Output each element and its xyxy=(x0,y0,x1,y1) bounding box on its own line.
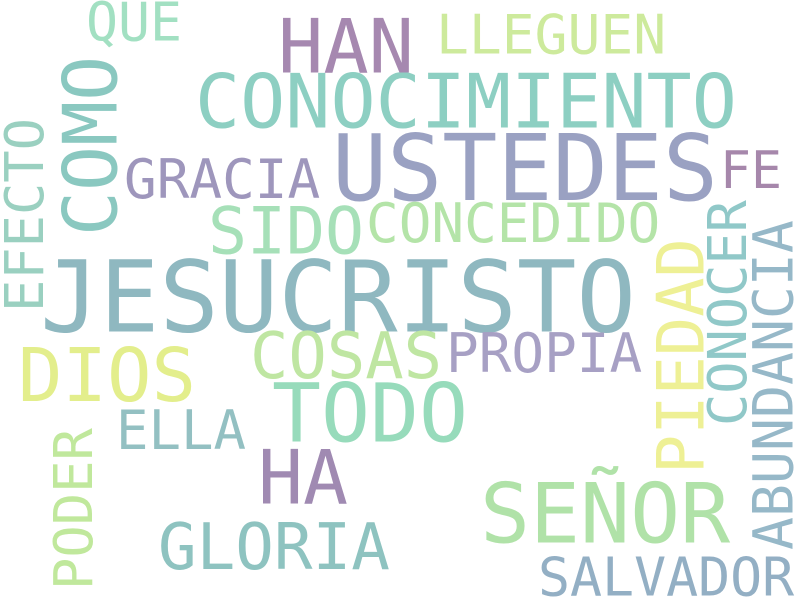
word-gloria: GLORIA xyxy=(158,510,390,585)
word-todo: TODO xyxy=(272,366,469,462)
word-abundancia: ABUNDANCIA xyxy=(741,220,800,550)
word-lleguen: LLEGUEN xyxy=(436,2,667,67)
word-gracia: GRACIA xyxy=(124,148,321,211)
word-salvador: SALVADOR xyxy=(538,546,795,600)
word-concedido: CONCEDIDO xyxy=(366,192,661,255)
word-dios: DIOS xyxy=(18,333,196,419)
word-que: QUE xyxy=(86,0,183,54)
word-han: HAN xyxy=(278,2,414,91)
word-cosas: COSAS xyxy=(250,320,443,394)
word-ella: ELLA xyxy=(116,399,247,462)
word-ha: HA xyxy=(258,434,349,522)
word-señor: SEÑOR xyxy=(480,465,731,563)
word-ustedes: USTEDES xyxy=(332,115,719,222)
word-conocimiento: CONOCIMIENTO xyxy=(195,57,737,146)
word-jesucristo: JESUCRISTO xyxy=(40,240,637,356)
word-sido: SIDO xyxy=(208,194,365,270)
word-propia: PROPIA xyxy=(446,322,643,385)
word-efecto: EFECTO xyxy=(0,118,56,312)
word-fe: FE xyxy=(720,141,783,201)
word-poder: PODER xyxy=(42,428,105,590)
word-como: COMO xyxy=(47,55,135,236)
